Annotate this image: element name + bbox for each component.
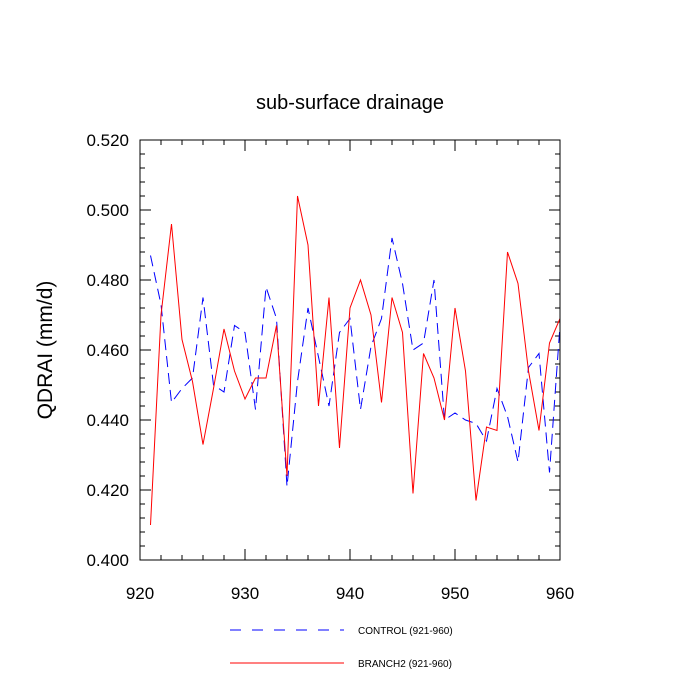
y-tick-label: 0.440 bbox=[86, 411, 129, 430]
chart-title: sub-surface drainage bbox=[256, 92, 444, 114]
x-tick-label: 940 bbox=[336, 584, 364, 603]
y-tick-label: 0.500 bbox=[86, 201, 129, 220]
series-line-0 bbox=[150, 237, 561, 487]
y-tick-label: 0.400 bbox=[86, 551, 129, 570]
x-tick-label: 930 bbox=[231, 584, 259, 603]
y-tick-label: 0.420 bbox=[86, 481, 129, 500]
series-lines bbox=[150, 195, 561, 526]
x-tick-label: 950 bbox=[441, 584, 469, 603]
x-tick-label: 920 bbox=[126, 584, 154, 603]
legend-label-1: BRANCH2 (921-960) bbox=[358, 659, 452, 670]
y-tick-label: 0.480 bbox=[86, 271, 129, 290]
y-tick-label: 0.460 bbox=[86, 341, 129, 360]
plot-frame bbox=[139, 139, 561, 561]
legend: CONTROL (921-960) BRANCH2 (921-960) bbox=[230, 626, 453, 670]
axis-ticks: 920 930 940 950 960 0.400 0.420 0.440 0.460 0.480… bbox=[86, 131, 574, 603]
series-line-1 bbox=[150, 195, 561, 526]
x-tick-label: 960 bbox=[546, 584, 574, 603]
legend-label-0: CONTROL (921-960) bbox=[358, 626, 453, 637]
y-tick-label: 0.520 bbox=[86, 131, 129, 150]
y-axis-label: QDRAI (mm/d) bbox=[34, 281, 57, 420]
